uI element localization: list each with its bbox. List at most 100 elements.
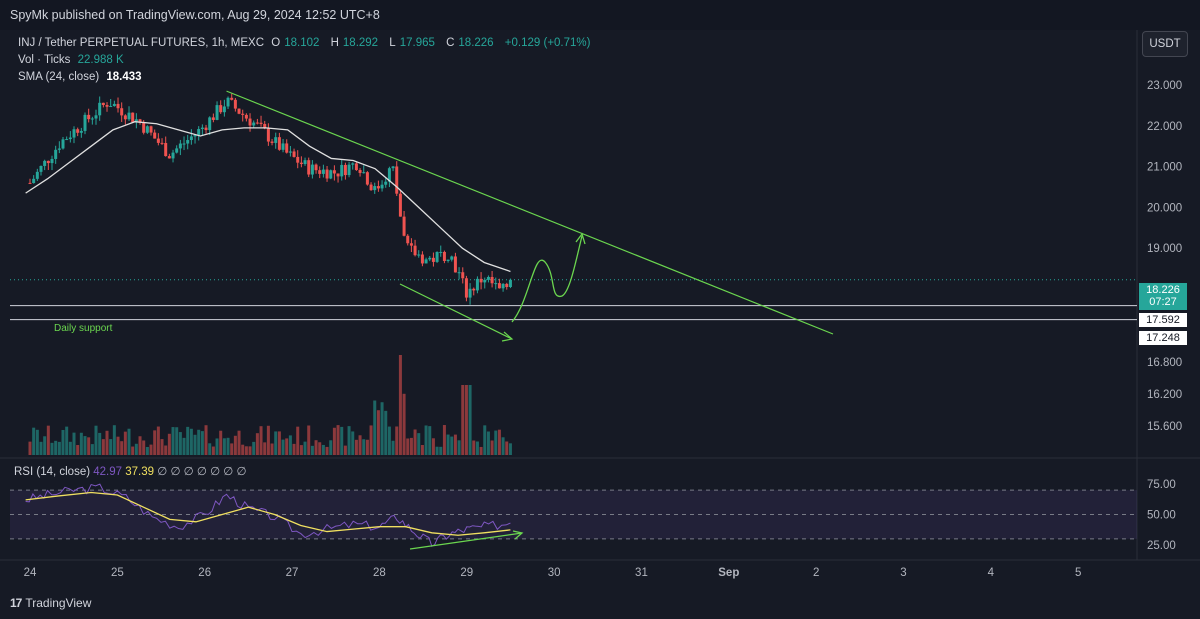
time-axis-label: 4 xyxy=(988,567,995,579)
candle-body xyxy=(105,105,109,107)
candle-body xyxy=(244,114,248,119)
volume-bar xyxy=(395,426,399,455)
volume-bar xyxy=(178,432,182,455)
volume-bar xyxy=(365,439,369,455)
candle-body xyxy=(468,288,472,298)
volume-bar xyxy=(362,439,366,455)
candle-body xyxy=(101,102,105,106)
candle-body xyxy=(263,123,267,129)
candle-body xyxy=(457,272,461,274)
candle-body xyxy=(252,122,256,126)
volume-bar xyxy=(32,427,36,455)
rsi-axis-label: 50.00 xyxy=(1147,510,1176,522)
candle-body xyxy=(274,137,278,143)
candle-body xyxy=(292,151,296,157)
bar-countdown: 07:27 xyxy=(1149,296,1177,308)
volume-bar xyxy=(310,445,314,455)
rsi-legend[interactable]: RSI (14, close) 42.97 37.39 ∅ ∅ ∅ ∅ ∅ ∅ … xyxy=(14,464,247,478)
symbol-name[interactable]: INJ / Tether PERPETUAL FUTURES, 1h, MEXC xyxy=(18,37,265,49)
top-bar xyxy=(0,0,1200,30)
volume-bar xyxy=(417,433,421,455)
currency-button[interactable]: USDT xyxy=(1142,31,1188,57)
volume-bar xyxy=(461,385,465,455)
candle-body xyxy=(233,99,237,109)
volume-bar xyxy=(431,438,435,455)
candle-body xyxy=(424,259,428,264)
volume-bar xyxy=(263,442,267,455)
time-axis-label: 31 xyxy=(635,567,648,579)
volume-bar xyxy=(131,446,135,455)
volume-bar xyxy=(296,426,300,455)
candle-body xyxy=(296,156,300,163)
candle-body xyxy=(461,272,465,279)
price-axis-label: 22.000 xyxy=(1147,121,1182,133)
candle-body xyxy=(384,181,388,185)
open-label: O xyxy=(271,37,281,49)
volume-bar xyxy=(464,385,468,455)
time-axis-label: 25 xyxy=(111,567,124,579)
candle-body xyxy=(472,288,476,291)
candle-body xyxy=(442,251,446,261)
volume-bar xyxy=(384,410,388,455)
volume-bar xyxy=(376,410,380,455)
published-by-text: SpyMk published on TradingView.com, Aug … xyxy=(10,8,380,22)
high-value: 18.292 xyxy=(342,37,379,49)
volume-bar xyxy=(380,402,384,455)
volume-bar xyxy=(453,434,457,455)
lower-channel-line xyxy=(399,283,513,340)
candle-body xyxy=(211,117,215,120)
time-axis-label: 28 xyxy=(373,567,386,579)
candle-body xyxy=(486,276,490,280)
volume-bar xyxy=(373,400,377,455)
candle-body xyxy=(362,172,366,174)
price-axis-label: 20.000 xyxy=(1147,202,1182,214)
arrow-head-icon xyxy=(501,331,514,342)
sma-legend[interactable]: SMA (24, close) 18.433 xyxy=(18,71,146,83)
volume-bar xyxy=(479,446,483,455)
volume-bar xyxy=(387,426,391,455)
volume-bar xyxy=(241,444,245,455)
volume-bar xyxy=(277,431,281,455)
volume-bar xyxy=(450,436,454,455)
volume-bar xyxy=(343,445,347,455)
candle-body xyxy=(329,170,333,179)
time-axis-label: 29 xyxy=(460,567,473,579)
footer-brand[interactable]: 17 TradingView xyxy=(10,596,91,610)
candle-body xyxy=(354,163,358,171)
candle-body xyxy=(450,256,454,260)
rsi-axis-label: 25.00 xyxy=(1147,540,1176,552)
high-label: H xyxy=(330,37,339,49)
candle-body xyxy=(197,129,201,135)
volume-axis-label: 16.200 xyxy=(1147,389,1182,401)
volume-bar xyxy=(292,443,296,455)
volume-bar xyxy=(65,426,69,455)
volume-bar xyxy=(101,439,105,455)
volume-bar xyxy=(211,446,215,455)
volume-bar xyxy=(391,440,395,455)
volume-bar xyxy=(505,441,509,455)
volume-bar xyxy=(413,429,417,455)
candle-body xyxy=(127,112,131,120)
volume-bar xyxy=(138,436,142,455)
volume-bar xyxy=(442,425,446,455)
candle-body xyxy=(409,243,413,246)
volume-bar xyxy=(83,436,87,455)
price-legend: INJ / Tether PERPETUAL FUTURES, 1h, MEXC… xyxy=(18,37,594,49)
volume-bar xyxy=(61,429,65,455)
volume-bar xyxy=(182,437,186,455)
volume-bar xyxy=(237,430,241,455)
candle-body xyxy=(288,151,292,153)
candle-body xyxy=(138,119,142,123)
volume-bar xyxy=(501,437,505,455)
current-price-tag: 18.226 07:27 xyxy=(1139,283,1187,310)
volume-value: 22.988 K xyxy=(77,54,124,66)
level-tag-17592: 17.592 xyxy=(1139,313,1187,327)
candle-body xyxy=(365,172,369,185)
volume-legend[interactable]: Vol · Ticks 22.988 K xyxy=(18,54,128,66)
candle-body xyxy=(156,138,160,143)
candle-body xyxy=(248,118,252,126)
candle-body xyxy=(171,152,175,159)
volume-bar xyxy=(204,425,208,455)
candle-body xyxy=(35,171,39,179)
